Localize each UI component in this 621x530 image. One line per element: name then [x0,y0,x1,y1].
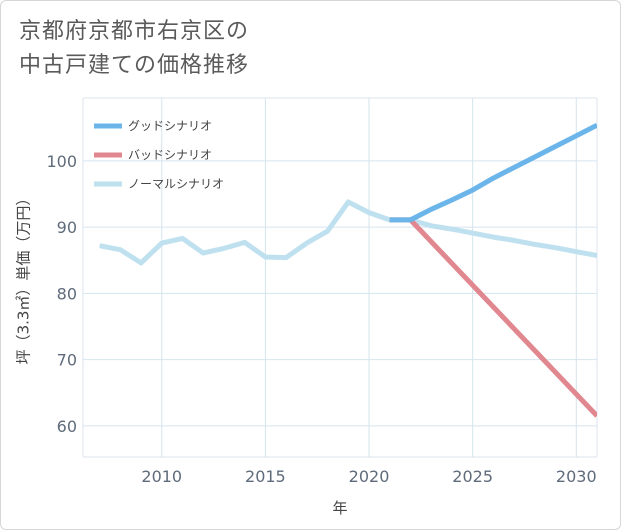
y-axis-ticks: 60 70 80 90 100 [46,152,77,436]
x-tick-label: 2015 [245,467,286,486]
y-tick-label: 60 [57,417,77,436]
series-lines [99,122,597,418]
chart-title-line-1: 京都府京都市右京区の [19,19,250,44]
legend-label: バッドシナリオ [128,148,212,162]
series-line-3 [99,199,597,266]
x-axis-label: 年 [332,499,347,517]
y-tick-label: 80 [57,284,77,303]
y-tick-label: 100 [46,152,77,171]
x-axis-ticks: 2010 2015 2020 2025 2030 [141,467,596,486]
grid-lines [82,97,598,458]
series-line-1 [389,122,597,223]
x-tick-label: 2010 [141,467,182,486]
y-axis-label: 坪（3.3㎡）単価（万円） [15,191,33,365]
chart-title: 京都府京都市右京区の 中古戸建ての価格推移 [19,15,439,83]
legend-label: ノーマルシナリオ [128,177,224,191]
x-tick-label: 2025 [452,467,493,486]
x-tick-label: 2030 [556,467,597,486]
y-tick-label: 90 [57,218,77,237]
legend-label: グッドシナリオ [128,119,212,133]
x-tick-label: 2020 [349,467,390,486]
chart-title-line-2: 中古戸建ての価格推移 [19,53,250,78]
y-tick-label: 70 [57,351,77,370]
